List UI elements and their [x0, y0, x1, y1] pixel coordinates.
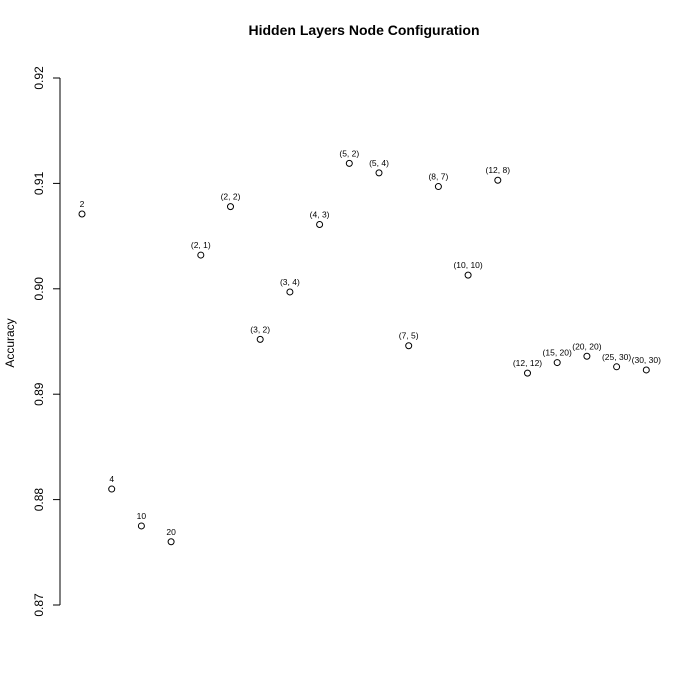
- data-point-label: (12, 12): [513, 358, 542, 368]
- data-point-label: (2, 1): [191, 240, 211, 250]
- data-point: [405, 342, 413, 350]
- data-point-label: 4: [109, 474, 114, 484]
- data-point: [197, 251, 205, 259]
- data-point: [613, 363, 621, 371]
- y-axis-ticks: 0.87 0.88 0.89 0.90 0.91 0.92: [32, 66, 60, 617]
- data-point: [345, 159, 353, 167]
- data-point-label: 2: [80, 199, 85, 209]
- data-point: [553, 359, 561, 367]
- chart-title: Hidden Layers Node Configuration: [248, 22, 479, 38]
- data-point-label: (5, 4): [369, 158, 389, 168]
- data-point: [137, 522, 145, 530]
- data-point: [256, 335, 264, 343]
- data-point: [227, 203, 234, 211]
- data-point-label: (20, 20): [572, 341, 601, 351]
- data-point-label: (4, 3): [310, 210, 330, 220]
- data-point: [375, 169, 383, 177]
- data-point-label: (8, 7): [428, 172, 448, 182]
- data-point-label: (12, 8): [486, 165, 511, 175]
- data-point-label: 10: [137, 511, 147, 521]
- data-point: [78, 210, 86, 218]
- data-point: [524, 369, 531, 377]
- data-point-label: (15, 20): [543, 348, 572, 358]
- y-axis-label: Accuracy: [3, 318, 17, 367]
- y-tick-label: 0.91: [32, 171, 46, 195]
- data-point: [108, 485, 116, 493]
- y-tick-label: 0.90: [32, 277, 46, 301]
- data-point: [494, 176, 502, 184]
- data-point: [434, 183, 442, 191]
- data-point-label: (10, 10): [453, 260, 482, 270]
- data-point-label: (3, 4): [280, 277, 300, 287]
- data-point-label: (3, 2): [250, 324, 270, 334]
- data-points: 2 4 10 20 (2, 1) (2, 2) (3, 2) (3, 4) (4, 3) (5, …: [78, 148, 661, 546]
- data-point-label: (25, 30): [602, 352, 631, 362]
- y-tick-label: 0.89: [32, 382, 46, 406]
- data-point-label: (30, 30): [632, 355, 661, 365]
- data-point: [583, 352, 591, 360]
- data-point-label: 20: [166, 527, 176, 537]
- data-point: [464, 271, 472, 279]
- data-point-label: (5, 2): [339, 148, 359, 158]
- data-point-label: (2, 2): [221, 192, 241, 202]
- y-tick-label: 0.88: [32, 488, 46, 512]
- y-tick-label: 0.87: [32, 593, 46, 617]
- data-point: [642, 366, 650, 374]
- data-point: [167, 538, 175, 546]
- data-point: [286, 288, 294, 296]
- y-tick-label: 0.92: [32, 66, 46, 90]
- data-point: [316, 221, 324, 229]
- data-point-label: (7, 5): [399, 331, 419, 341]
